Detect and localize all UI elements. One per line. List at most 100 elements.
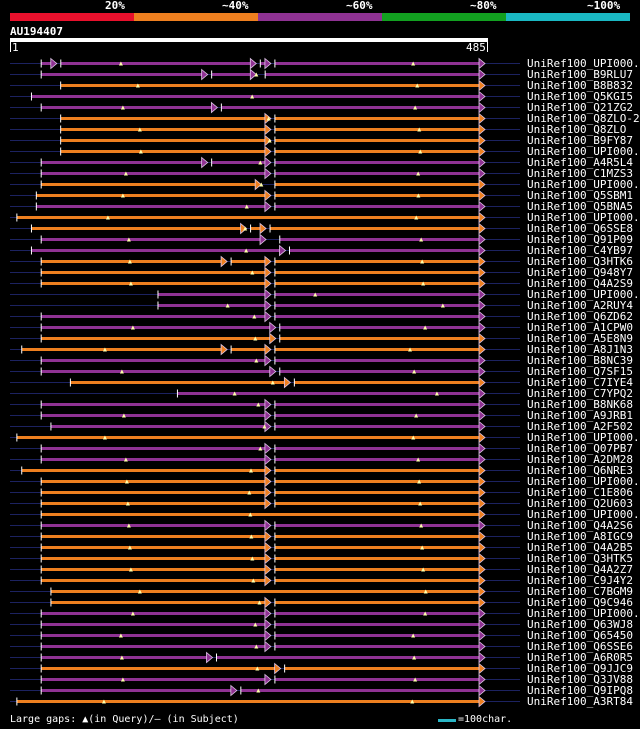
hit-label[interactable]: UniRef100_B8B832	[527, 78, 633, 92]
hit-row[interactable]	[10, 101, 520, 114]
hit-row[interactable]	[10, 90, 520, 103]
hit-row[interactable]	[10, 200, 520, 213]
hit-row[interactable]	[10, 211, 520, 224]
hit-row[interactable]	[10, 277, 520, 290]
hit-row[interactable]	[10, 486, 520, 499]
hit-label[interactable]: UniRef100_Q3HTK5	[527, 551, 633, 565]
hit-row[interactable]	[10, 629, 520, 642]
hit-label[interactable]: UniRef100_A2DM28	[527, 452, 633, 466]
hit-label[interactable]: UniRef100_C7YPQ2	[527, 386, 633, 400]
hit-label[interactable]: UniRef100_A8IGC9	[527, 529, 633, 543]
hit-label[interactable]: UniRef100_UPI000..	[527, 177, 640, 191]
hit-label[interactable]: UniRef100_UPI000..	[527, 210, 640, 224]
hit-label[interactable]: UniRef100_Q3HTK6	[527, 254, 633, 268]
hit-label[interactable]: UniRef100_Q21ZG2	[527, 100, 633, 114]
hit-label[interactable]: UniRef100_B9RLU7	[527, 67, 633, 81]
hit-label[interactable]: UniRef100_A2RUY4	[527, 298, 633, 312]
hit-row[interactable]	[10, 233, 520, 246]
hit-label[interactable]: UniRef100_C1E806	[527, 485, 633, 499]
hit-row[interactable]	[10, 673, 520, 686]
hit-row[interactable]	[10, 112, 520, 125]
hit-row[interactable]	[10, 519, 520, 532]
hit-label[interactable]: UniRef100_Q2U603	[527, 496, 633, 510]
hit-label[interactable]: UniRef100_UPI000..	[527, 144, 640, 158]
hit-label[interactable]: UniRef100_A5E8N9	[527, 331, 633, 345]
hit-row[interactable]	[10, 288, 520, 301]
hit-label[interactable]: UniRef100_Q6ZD62	[527, 309, 633, 323]
hit-row[interactable]	[10, 651, 520, 664]
hit-label[interactable]: UniRef100_A8J1N3	[527, 342, 633, 356]
hit-row[interactable]	[10, 563, 520, 576]
hit-label[interactable]: UniRef100_Q8ZLO	[527, 122, 627, 136]
hit-row[interactable]	[10, 255, 520, 268]
hit-label[interactable]: UniRef100_C7IYE4	[527, 375, 633, 389]
hit-row[interactable]	[10, 332, 520, 345]
hit-row[interactable]	[10, 145, 520, 158]
hit-row[interactable]	[10, 178, 520, 191]
hit-label[interactable]: UniRef100_Q3JV88	[527, 672, 633, 686]
hit-label[interactable]: UniRef100_Q65450	[527, 628, 633, 642]
hit-label[interactable]: UniRef100_Q4A2S9	[527, 276, 633, 290]
hit-label[interactable]: UniRef100_Q5BNA5	[527, 199, 633, 213]
hit-label[interactable]: UniRef100_Q7SF15	[527, 364, 633, 378]
hit-label[interactable]: UniRef100_UPI000..	[527, 606, 640, 620]
hit-row[interactable]	[10, 354, 520, 367]
hit-label[interactable]: UniRef100_Q9JJC9	[527, 661, 633, 675]
hit-label[interactable]: UniRef100_Q6NRE3	[527, 463, 633, 477]
hit-label[interactable]: UniRef100_B9FY87	[527, 133, 633, 147]
hit-label[interactable]: UniRef100_UPI000..	[527, 56, 640, 70]
hit-row[interactable]	[10, 68, 520, 81]
hit-row[interactable]	[10, 596, 520, 609]
hit-label[interactable]: UniRef100_Q63WJ8	[527, 617, 633, 631]
hit-label[interactable]: UniRef100_Q07PB7	[527, 441, 633, 455]
hit-label[interactable]: UniRef100_Q8ZLO-2	[527, 111, 640, 125]
hit-row[interactable]	[10, 409, 520, 422]
hit-row[interactable]	[10, 266, 520, 279]
hit-row[interactable]	[10, 453, 520, 466]
hit-label[interactable]: UniRef100_A3RT84	[527, 694, 633, 708]
hit-row[interactable]	[10, 57, 520, 70]
hit-row[interactable]	[10, 222, 520, 235]
hit-label[interactable]: UniRef100_UPI000..	[527, 287, 640, 301]
hit-row[interactable]	[10, 695, 520, 708]
hit-label[interactable]: UniRef100_A1CPW0	[527, 320, 633, 334]
hit-row[interactable]	[10, 299, 520, 312]
hit-row[interactable]	[10, 167, 520, 180]
hit-row[interactable]	[10, 662, 520, 675]
hit-row[interactable]	[10, 574, 520, 587]
hit-label[interactable]: UniRef100_Q4A2S6	[527, 518, 633, 532]
hit-row[interactable]	[10, 79, 520, 92]
hit-label[interactable]: UniRef100_Q5KGI5	[527, 89, 633, 103]
hit-label[interactable]: UniRef100_C4YB97	[527, 243, 633, 257]
hit-label[interactable]: UniRef100_Q9C946	[527, 595, 633, 609]
hit-row[interactable]	[10, 420, 520, 433]
hit-row[interactable]	[10, 464, 520, 477]
hit-row[interactable]	[10, 684, 520, 697]
hit-row[interactable]	[10, 552, 520, 565]
hit-row[interactable]	[10, 497, 520, 510]
hit-label[interactable]: UniRef100_Q91P09	[527, 232, 633, 246]
hit-row[interactable]	[10, 244, 520, 257]
hit-row[interactable]	[10, 321, 520, 334]
hit-row[interactable]	[10, 310, 520, 323]
hit-row[interactable]	[10, 585, 520, 598]
hit-row[interactable]	[10, 475, 520, 488]
hit-label[interactable]: UniRef100_UPI000..	[527, 507, 640, 521]
hit-row[interactable]	[10, 607, 520, 620]
hit-row[interactable]	[10, 530, 520, 543]
hit-label[interactable]: UniRef100_Q9IPQ8	[527, 683, 633, 697]
hit-row[interactable]	[10, 189, 520, 202]
hit-label[interactable]: UniRef100_Q6SSE8	[527, 221, 633, 235]
hit-row[interactable]	[10, 431, 520, 444]
hit-row[interactable]	[10, 442, 520, 455]
hit-row[interactable]	[10, 376, 520, 389]
hit-label[interactable]: UniRef100_UPI000..	[527, 430, 640, 444]
hit-label[interactable]: UniRef100_C7BGM9	[527, 584, 633, 598]
hit-label[interactable]: UniRef100_B8NK68	[527, 397, 633, 411]
hit-label[interactable]: UniRef100_B8NC39	[527, 353, 633, 367]
hit-row[interactable]	[10, 387, 520, 400]
hit-row[interactable]	[10, 398, 520, 411]
hit-label[interactable]: UniRef100_Q948Y7	[527, 265, 633, 279]
hit-label[interactable]: UniRef100_C9J4Y2	[527, 573, 633, 587]
hit-label[interactable]: UniRef100_C1MZS3	[527, 166, 633, 180]
